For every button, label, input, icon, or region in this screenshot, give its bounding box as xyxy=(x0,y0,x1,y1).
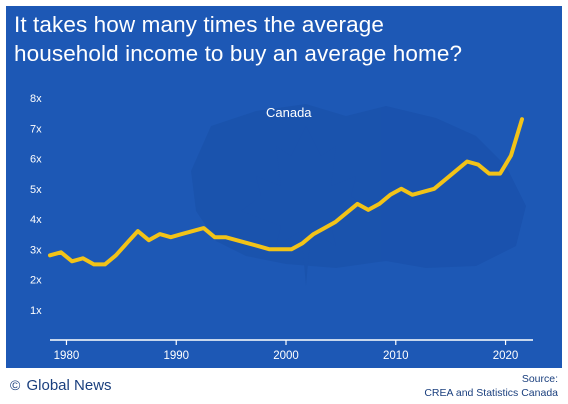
maple-leaf-shape xyxy=(241,126,371,286)
x-tick-label: 2010 xyxy=(383,350,409,362)
title-line-1: It takes how many times the average xyxy=(14,12,384,37)
x-tick-label: 2000 xyxy=(273,350,299,362)
source-text: CREA and Statistics Canada xyxy=(424,387,558,399)
chart-panel: 1x 2x 3x 4x 5x 6x 7x 8x 1980 1990 2000 2010 2020 Ca… xyxy=(6,6,562,368)
y-tick-label: 2x xyxy=(30,275,42,287)
map-shape xyxy=(191,104,526,268)
y-tick-label: 5x xyxy=(30,184,42,196)
brand-name: Global News xyxy=(26,377,112,394)
y-tick-label: 6x xyxy=(30,154,42,166)
y-tick-label: 1x xyxy=(30,305,42,317)
canada-annotation: Canada xyxy=(266,105,312,120)
x-tick-label: 1990 xyxy=(163,350,189,362)
x-axis-ticks: 1980 1990 2000 2010 2020 xyxy=(54,340,519,362)
source-credit: Source: CREA and Statistics Canada xyxy=(424,372,558,400)
title-line-2: household income to buy an average home? xyxy=(14,41,463,66)
chart-plot: 1x 2x 3x 4x 5x 6x 7x 8x 1980 1990 2000 2010 2020 Ca… xyxy=(30,93,533,362)
series-line xyxy=(48,117,524,267)
x-tick-label: 2020 xyxy=(493,350,519,362)
y-tick-label: 7x xyxy=(30,123,42,135)
y-axis-ticks: 1x 2x 3x 4x 5x 6x 7x 8x xyxy=(30,93,42,317)
x-tick-label: 1980 xyxy=(54,350,80,362)
source-label: Source: xyxy=(521,373,558,385)
chart-title: It takes how many times the average hous… xyxy=(14,10,559,68)
y-tick-label: 4x xyxy=(30,214,42,226)
copyright-symbol: © xyxy=(10,377,21,393)
global-news-logo: © Global News xyxy=(10,377,112,394)
y-tick-label: 8x xyxy=(30,93,42,105)
background-art xyxy=(191,104,526,286)
y-tick-label: 3x xyxy=(30,244,42,256)
series-layer xyxy=(48,117,524,267)
